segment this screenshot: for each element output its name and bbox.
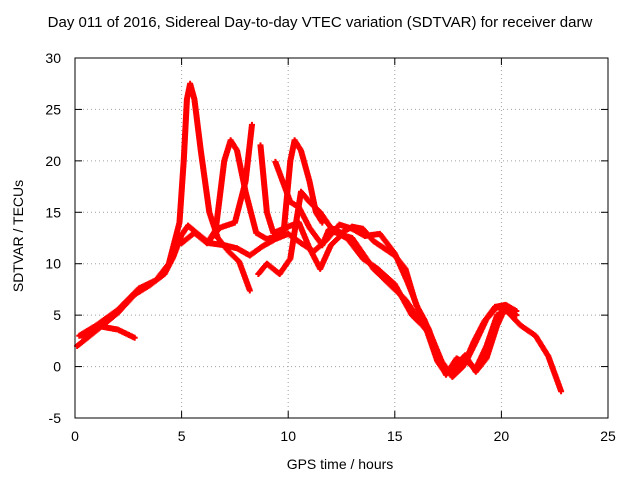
x-tick-label: 15 bbox=[387, 428, 403, 444]
plot-frame bbox=[74, 57, 609, 419]
x-tick-label: 0 bbox=[71, 428, 79, 444]
series-arc-2 bbox=[76, 80, 253, 339]
x-tick-label: 20 bbox=[494, 428, 510, 444]
chart-title: Day 011 of 2016, Sidereal Day-to-day VTE… bbox=[47, 14, 593, 31]
x-tick-label: 25 bbox=[600, 428, 616, 444]
data-points bbox=[74, 80, 565, 395]
axis-ticks: 0 5 10 15 20 25 -5 0 5 10 15 20 25 30 bbox=[45, 50, 616, 444]
y-tick-label: -5 bbox=[49, 410, 62, 426]
y-tick-label: 15 bbox=[45, 204, 61, 220]
data-point-marker bbox=[246, 287, 253, 294]
series-arc-3 bbox=[78, 323, 138, 341]
series-arc-5 bbox=[204, 121, 255, 247]
series-arc-8 bbox=[255, 188, 511, 375]
x-axis-label: GPS time / hours bbox=[286, 456, 394, 472]
y-tick-label: 0 bbox=[53, 359, 61, 375]
y-tick-label: 20 bbox=[45, 153, 61, 169]
y-tick-label: 5 bbox=[53, 307, 61, 323]
data-point-marker bbox=[248, 121, 255, 128]
y-tick-label: 25 bbox=[45, 101, 61, 117]
y-tick-label: 30 bbox=[45, 50, 61, 66]
x-tick-label: 10 bbox=[280, 428, 296, 444]
x-tick-label: 5 bbox=[178, 428, 186, 444]
data-point-marker bbox=[513, 308, 520, 315]
series-arc-4 bbox=[178, 137, 520, 377]
data-point-marker bbox=[131, 334, 138, 341]
y-axis-label: SDTVAR / TECUs bbox=[10, 179, 26, 293]
data-point-marker bbox=[558, 388, 565, 395]
data-point-marker bbox=[504, 305, 511, 312]
series-arc-6 bbox=[257, 137, 326, 236]
series-arc-1 bbox=[74, 221, 565, 395]
y-tick-label: 10 bbox=[45, 256, 61, 272]
